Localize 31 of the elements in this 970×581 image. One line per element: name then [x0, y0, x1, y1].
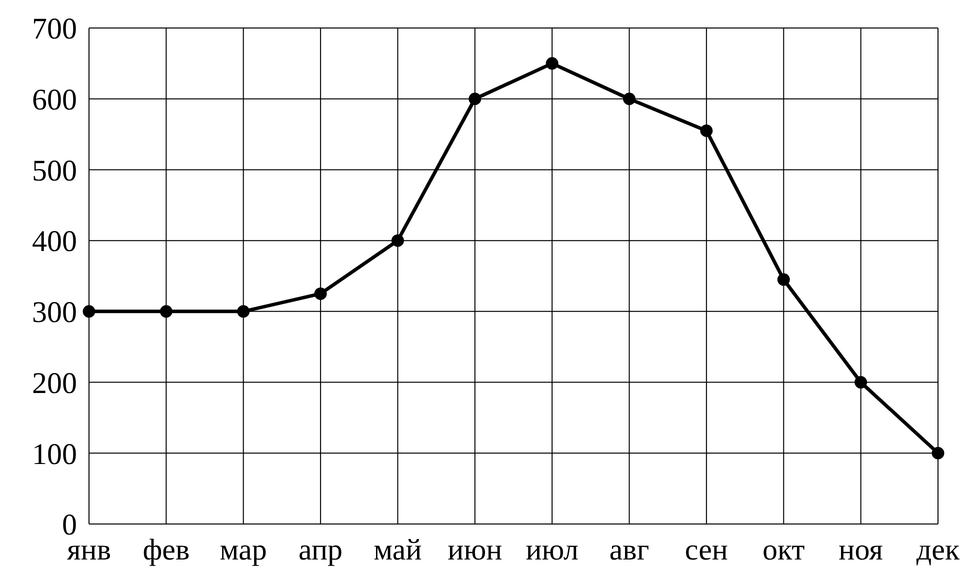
y-tick-label: 500 — [32, 154, 77, 188]
point — [777, 273, 790, 286]
point — [546, 57, 558, 70]
point — [932, 446, 944, 460]
y-tick-label: 400 — [32, 225, 77, 258]
y-tick-label: 600 — [32, 84, 77, 117]
point — [82, 305, 96, 318]
x-tick-label: апр — [298, 533, 343, 566]
y-tick-label: 100 — [32, 438, 77, 471]
point — [854, 376, 868, 389]
x-tick-label: фев — [142, 533, 190, 566]
x-tick-label: май — [374, 533, 422, 566]
x-tick-label: окт — [762, 533, 805, 566]
point — [468, 92, 482, 106]
y-tick-label: 200 — [32, 366, 77, 400]
point — [160, 305, 172, 318]
y-tick-label: 700 — [32, 12, 77, 46]
x-tick-label: июл — [526, 533, 578, 566]
x-tick-label: июн — [448, 533, 502, 566]
point — [700, 124, 713, 137]
x-tick-label: мар — [220, 533, 267, 566]
x-tick-label: дек — [916, 533, 960, 566]
point — [391, 234, 404, 247]
point — [314, 287, 327, 300]
x-tick-label: сен — [684, 533, 728, 566]
x-tick-label: ноя — [838, 533, 884, 566]
point — [623, 92, 636, 106]
point — [237, 305, 250, 318]
x-tick-label: авг — [609, 533, 650, 566]
y-tick-label: 300 — [32, 296, 77, 330]
y-tick-label: 0 — [62, 508, 77, 542]
